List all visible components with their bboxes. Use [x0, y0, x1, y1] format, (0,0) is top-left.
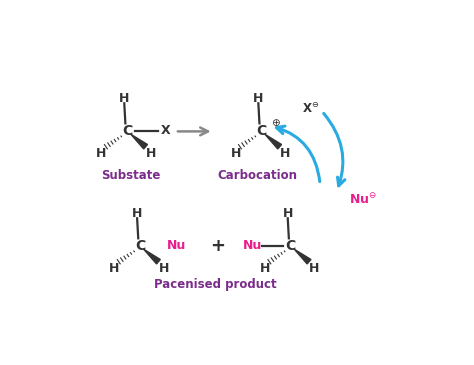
Polygon shape	[131, 134, 147, 149]
Text: Nu: Nu	[243, 239, 262, 252]
Text: Pacenised product: Pacenised product	[154, 278, 277, 291]
Polygon shape	[265, 134, 282, 149]
Text: H: H	[96, 147, 107, 160]
Text: C: C	[122, 124, 132, 138]
Text: Substate: Substate	[101, 169, 161, 182]
Text: BYJU'S: BYJU'S	[418, 18, 450, 26]
Text: C: C	[256, 124, 266, 138]
Text: Nu: Nu	[167, 239, 186, 252]
Text: b: b	[388, 20, 397, 33]
Text: H: H	[283, 207, 293, 220]
Text: Nu$^{\ominus}$: Nu$^{\ominus}$	[349, 192, 377, 206]
Polygon shape	[294, 249, 311, 264]
Text: H: H	[253, 92, 264, 105]
Text: H: H	[146, 147, 156, 160]
Text: The Learning App: The Learning App	[416, 34, 452, 38]
Text: H: H	[280, 147, 290, 160]
Text: H: H	[132, 207, 142, 220]
Text: ⊕: ⊕	[271, 118, 280, 128]
Text: +: +	[210, 237, 225, 255]
Text: H: H	[119, 92, 129, 105]
Polygon shape	[144, 249, 160, 264]
Text: H: H	[230, 147, 241, 160]
Text: C: C	[135, 239, 145, 253]
Text: X: X	[161, 124, 171, 137]
Text: C: C	[285, 239, 296, 253]
Text: X$^{\ominus}$: X$^{\ominus}$	[302, 101, 319, 116]
Text: Carbocation: Carbocation	[218, 169, 298, 182]
Text: H: H	[260, 262, 270, 275]
Text: H: H	[109, 262, 119, 275]
Text: H: H	[158, 262, 169, 275]
Text: H: H	[309, 262, 319, 275]
